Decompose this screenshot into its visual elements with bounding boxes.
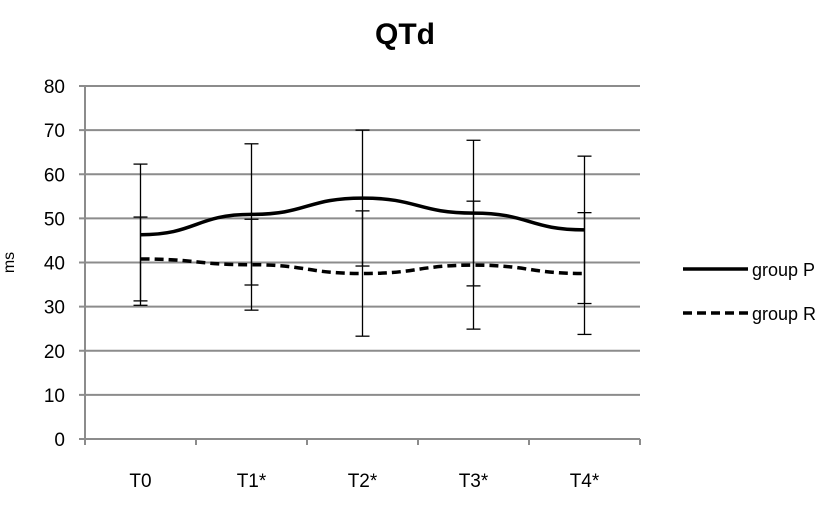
x-tick-label: T1* — [237, 471, 267, 492]
y-tick-label: 50 — [44, 209, 65, 230]
y-tick-label: 20 — [44, 342, 65, 363]
legend-label: group R — [752, 304, 816, 324]
legend-label: group P — [752, 260, 815, 280]
y-axis-label: ms — [1, 252, 18, 273]
x-tick-label: T3* — [459, 471, 489, 492]
y-tick-label: 40 — [44, 254, 65, 275]
y-tick-label: 80 — [44, 77, 65, 98]
legend: group P group R — [683, 260, 816, 324]
x-tick-label: T4* — [570, 471, 600, 492]
error-bar — [466, 200, 481, 330]
axes — [79, 85, 641, 445]
error-bar — [355, 210, 370, 337]
chart-title: QTd — [375, 18, 435, 51]
series-line — [140, 257, 585, 276]
y-tick-label: 30 — [44, 298, 65, 319]
x-tick-label: T2* — [348, 471, 378, 492]
y-tick-label: 60 — [44, 165, 65, 186]
error-bar — [244, 218, 259, 311]
x-tick-labels: T0 T1* T2* T3* T4* — [129, 471, 599, 492]
error-bar — [133, 216, 148, 302]
x-tick-label: T0 — [129, 471, 151, 492]
y-tick-label: 10 — [44, 386, 65, 407]
series — [133, 129, 592, 337]
legend-entry: group P — [683, 260, 815, 280]
y-tick-label: 70 — [44, 121, 65, 142]
legend-entry: group R — [683, 304, 816, 324]
error-bar — [577, 211, 592, 336]
y-tick-labels: 0 10 20 30 40 50 60 70 80 — [44, 77, 65, 451]
y-tick-label: 0 — [54, 430, 65, 451]
series-2 — [133, 200, 592, 337]
